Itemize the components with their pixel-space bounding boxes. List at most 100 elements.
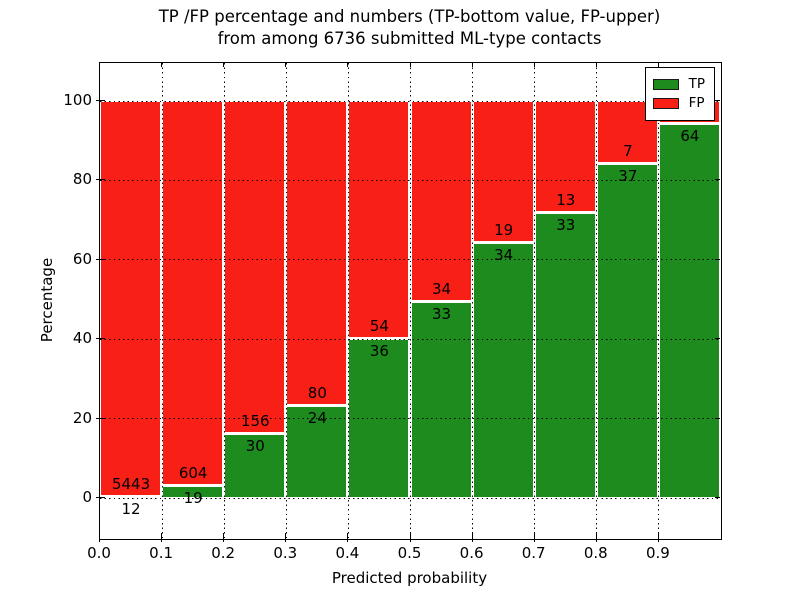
fp-bar-segment <box>224 101 286 433</box>
vertical-gridline <box>285 63 287 539</box>
tp-bar-segment <box>534 213 596 498</box>
fp-count-label: 13 <box>556 191 576 210</box>
tp-count-label: 34 <box>494 246 514 265</box>
x-tick-label: 0.2 <box>211 544 236 562</box>
tp-bar-segment <box>472 243 534 498</box>
tp-count-label: 33 <box>556 216 576 235</box>
fp-count-label: 7 <box>623 142 633 161</box>
y-tick-mark-right <box>715 179 720 181</box>
fp-count-label: 156 <box>240 411 270 430</box>
horizontal-gridline <box>100 418 721 420</box>
chart-title-line2: from among 6736 submitted ML-type contac… <box>217 29 602 48</box>
plot-area: TP FP 5443 12 604 19 156 30 80 24 54 36 34 33 19 34 13 3… <box>99 62 722 540</box>
vertical-gridline <box>534 63 536 539</box>
x-tick-mark-top <box>285 62 287 67</box>
fp-count-label: 34 <box>432 280 452 299</box>
fp-bar-segment <box>100 101 162 497</box>
tp-legend-swatch <box>652 79 679 90</box>
fp-count-label: 19 <box>494 221 514 240</box>
x-tick-mark-top <box>161 62 163 67</box>
tp-bar-segment <box>596 164 658 498</box>
y-tick-mark-right <box>715 258 720 260</box>
fp-count-label: 54 <box>369 317 389 336</box>
x-tick-mark <box>99 533 100 542</box>
tp-count-label: 37 <box>618 167 638 186</box>
horizontal-gridline <box>100 338 721 340</box>
x-tick-mark-top <box>657 62 659 67</box>
tp-bar-segment <box>286 406 348 498</box>
fp-count-label: 604 <box>178 463 208 482</box>
x-tick-mark <box>471 533 473 542</box>
horizontal-gridline <box>100 259 721 261</box>
x-tick-label: 0.6 <box>459 544 484 562</box>
x-tick-mark-top <box>533 62 535 67</box>
legend-label: FP <box>688 95 705 111</box>
y-tick-mark-right <box>715 100 720 101</box>
fp-bar-segment <box>162 101 224 485</box>
fp-count-label: 80 <box>307 384 327 403</box>
x-tick-mark <box>657 533 659 542</box>
chart-title-line1: TP /FP percentage and numbers (TP-bottom… <box>158 7 661 26</box>
x-tick-mark-top <box>99 62 100 67</box>
horizontal-gridline <box>100 100 721 102</box>
vertical-gridline <box>223 63 225 539</box>
x-tick-mark-top <box>595 62 597 67</box>
vertical-gridline <box>472 63 474 539</box>
tp-count-label: 24 <box>307 409 327 428</box>
x-tick-label: 0.7 <box>521 544 546 562</box>
x-tick-label: 0.9 <box>645 544 670 562</box>
y-tick-mark <box>96 417 105 419</box>
fp-bar-segment <box>286 101 348 406</box>
x-tick-label: 0.5 <box>397 544 422 562</box>
vertical-gridline <box>658 63 660 539</box>
vertical-gridline <box>410 63 411 539</box>
tp-bar-segment <box>162 485 224 498</box>
x-tick-label: 0.4 <box>335 544 360 562</box>
horizontal-gridline <box>100 179 721 181</box>
fp-bar-segment <box>534 101 596 213</box>
y-tick-mark-right <box>715 417 720 419</box>
vertical-gridline <box>347 63 349 539</box>
y-tick-label: 20 <box>72 408 92 427</box>
x-tick-mark <box>161 533 163 542</box>
x-tick-label: 0.3 <box>273 544 298 562</box>
fp-bar-segment <box>348 101 410 339</box>
x-tick-label: 0.8 <box>583 544 608 562</box>
x-tick-mark-top <box>347 62 349 67</box>
x-axis-label: Predicted probability <box>331 569 488 587</box>
x-tick-label: 0.1 <box>149 544 174 562</box>
tp-count-label: 36 <box>369 342 389 361</box>
legend-label: TP <box>688 76 705 92</box>
vertical-gridline <box>596 63 598 539</box>
x-tick-mark <box>533 533 535 542</box>
x-tick-mark <box>409 533 411 542</box>
y-tick-mark <box>96 179 105 181</box>
y-tick-mark <box>96 258 105 260</box>
y-tick-label: 60 <box>72 249 92 268</box>
y-tick-mark <box>96 497 105 498</box>
y-tick-mark <box>96 338 105 340</box>
x-tick-mark-top <box>471 62 473 67</box>
fp-bar-segment <box>472 101 534 243</box>
fp-count-label: 5443 <box>111 475 151 494</box>
tp-count-label: 12 <box>121 500 141 519</box>
fp-legend-swatch <box>652 98 679 109</box>
x-tick-mark <box>285 533 287 542</box>
fp-bar-segment <box>410 101 472 302</box>
x-tick-label: 0.0 <box>87 544 111 562</box>
y-tick-label: 80 <box>72 170 92 189</box>
tp-count-label: 64 <box>680 127 700 146</box>
y-tick-label: 40 <box>72 329 92 348</box>
tp-bar-segment <box>658 124 720 498</box>
tp-count-label: 30 <box>245 436 265 455</box>
y-tick-mark-right <box>715 497 720 498</box>
vertical-gridline <box>161 63 163 539</box>
legend: TP FP <box>644 67 715 121</box>
y-tick-mark <box>96 100 105 101</box>
tp-bar-segment <box>410 302 472 498</box>
tp-count-label: 33 <box>432 305 452 324</box>
x-tick-mark <box>595 533 597 542</box>
tp-bar-segment <box>224 433 286 498</box>
x-tick-mark-top <box>409 62 411 67</box>
